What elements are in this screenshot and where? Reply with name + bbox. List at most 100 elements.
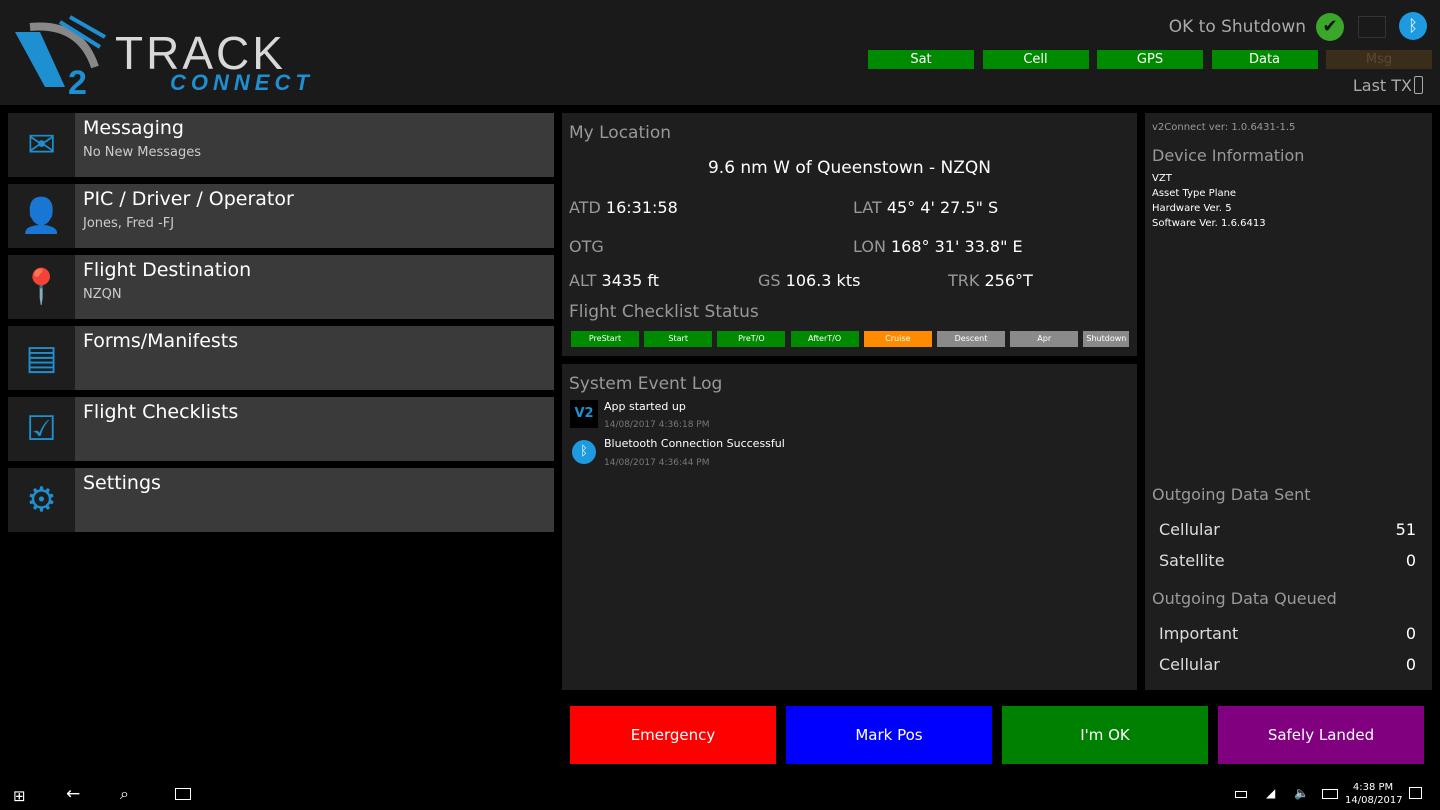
logo-track: TRACK [115, 27, 286, 79]
trk-label: TRK [948, 271, 980, 290]
action-button[interactable]: Mark Pos [786, 706, 992, 764]
checklist-title: Flight Checklist Status [569, 302, 759, 322]
event-time: 14/08/2017 4:36:18 PM [604, 420, 710, 430]
menu-subtitle: NZQN [83, 287, 122, 302]
device-line: Software Ver. 1.6.6413 [1152, 218, 1266, 229]
clock-time: 4:38 PM [1352, 782, 1394, 793]
status-cell: Cell [982, 50, 1089, 69]
checklist-icon: ☑ [8, 397, 75, 461]
forms-icon: ▤ [8, 326, 75, 390]
menu-item[interactable]: ▤ Forms/Manifests [8, 326, 554, 390]
menu-item[interactable]: ⚙ Settings [8, 468, 554, 532]
wifi-icon[interactable]: ◢ [1266, 786, 1276, 800]
action-button[interactable]: I'm OK [1002, 706, 1208, 764]
lat-value: 45° 4' 27.5" S [886, 198, 999, 217]
action-button[interactable]: Safely Landed [1218, 706, 1424, 764]
checklist-stage[interactable]: Start [644, 331, 713, 347]
search-icon[interactable]: ⌕ [120, 784, 129, 803]
gs-value: 106.3 kts [785, 271, 861, 290]
svg-text:2: 2 [68, 64, 87, 97]
person-icon: 👤 [8, 184, 75, 248]
sent-value: 51 [1395, 520, 1416, 539]
bluetooth-icon: ᛒ [1399, 12, 1427, 40]
sent-label: Cellular [1159, 520, 1220, 539]
status-sat: Sat [868, 50, 974, 69]
keyboard-icon[interactable] [1322, 789, 1338, 799]
clock[interactable]: 4:38 PM 14/08/2017 [1345, 781, 1403, 807]
sent-value: 0 [1405, 551, 1416, 570]
checklist-stage[interactable]: PreT/O [717, 331, 786, 347]
menu-title: Forms/Manifests [83, 330, 239, 352]
menu-title: Settings [83, 472, 161, 494]
device-line: VZT [1152, 173, 1172, 184]
queued-label: Important [1159, 624, 1239, 643]
event-time: 14/08/2017 4:36:44 PM [604, 458, 710, 468]
device-info-title: Device Information [1152, 146, 1305, 165]
atd-value: 16:31:58 [605, 198, 678, 217]
menu-title: PIC / Driver / Operator [83, 188, 294, 210]
bluetooth-icon: ᛒ [572, 440, 596, 464]
location-panel: My Location 9.6 nm W of Queenstown - NZQ… [562, 113, 1137, 356]
menu-subtitle: Jones, Fred -FJ [83, 216, 175, 231]
menu-title: Messaging [83, 117, 184, 139]
menu-item[interactable]: 👤 PIC / Driver / Operator Jones, Fred -FJ [8, 184, 554, 248]
envelope-icon: ✉ [8, 113, 75, 177]
app-logo-icon: V2 [570, 400, 598, 428]
device-line: Hardware Ver. 5 [1152, 203, 1232, 214]
menu-title: Flight Destination [83, 259, 252, 281]
task-view-icon[interactable] [175, 788, 191, 800]
alt-label: ALT [569, 271, 597, 290]
menu-item[interactable]: ☑ Flight Checklists [8, 397, 554, 461]
queued-label: Cellular [1159, 655, 1220, 674]
event-log-title: System Event Log [569, 374, 723, 394]
message-icon [1358, 16, 1386, 38]
lon-value: 168° 31' 33.8" E [891, 237, 1023, 256]
logo-connect: CONNECT [170, 70, 314, 95]
lon-label: LON [853, 237, 886, 256]
action-button[interactable]: Emergency [570, 706, 776, 764]
menu-subtitle: No New Messages [83, 145, 202, 160]
phone-icon [1414, 76, 1423, 94]
battery-icon[interactable] [1235, 791, 1247, 798]
windows-start-icon[interactable]: ⊞ [13, 787, 26, 805]
menu-item[interactable]: 📍 Flight Destination NZQN [8, 255, 554, 319]
checklist-stage[interactable]: PreStart [571, 331, 639, 347]
app-header: 2 TRACK CONNECT OK to Shutdown ✔ ᛒ Sat Ce… [0, 0, 1440, 105]
map-pin-icon: 📍 [8, 255, 75, 319]
trk-value: 256°T [984, 271, 1033, 290]
checklist-stage[interactable]: Shutdown [1083, 331, 1130, 347]
device-panel: v2Connect ver: 1.0.6431-1.5 Device Infor… [1145, 113, 1432, 690]
back-icon[interactable]: ← [66, 784, 81, 804]
status-gps: GPS [1097, 50, 1203, 69]
otg-label: OTG [569, 237, 604, 256]
device-line: Asset Type Plane [1152, 188, 1237, 199]
checklist-stage[interactable]: Apr [1010, 331, 1079, 347]
queued-title: Outgoing Data Queued [1152, 589, 1337, 608]
volume-icon[interactable]: 🔈 [1294, 786, 1309, 800]
queued-value: 0 [1405, 624, 1416, 643]
action-center-icon[interactable] [1409, 787, 1422, 799]
location-title: My Location [569, 123, 672, 143]
checklist-stage[interactable]: Cruise [863, 331, 932, 347]
queued-value: 0 [1405, 655, 1416, 674]
check-icon: ✔ [1316, 13, 1344, 41]
checklist-stage[interactable]: Descent [937, 331, 1005, 347]
alt-value: 3435 ft [601, 271, 659, 290]
event-text: Bluetooth Connection Successful [604, 437, 785, 450]
status-data: Data [1211, 50, 1318, 69]
sent-label: Satellite [1159, 551, 1225, 570]
shutdown-status: OK to Shutdown [1168, 17, 1306, 37]
v2-logo-icon: 2 [15, 15, 106, 97]
sent-title: Outgoing Data Sent [1152, 485, 1311, 504]
menu-title: Flight Checklists [83, 401, 239, 423]
gs-label: GS [758, 271, 781, 290]
checklist-stage[interactable]: AfterT/O [790, 331, 859, 347]
event-text: App started up [604, 400, 686, 413]
location-place: 9.6 nm W of Queenstown - NZQN [707, 158, 992, 178]
app-version: v2Connect ver: 1.0.6431-1.5 [1152, 122, 1296, 133]
menu-item[interactable]: ✉ Messaging No New Messages [8, 113, 554, 177]
gear-icon: ⚙ [8, 468, 75, 532]
status-msg: Msg [1326, 50, 1432, 69]
event-log-panel: System Event Log V2 App started up 14/08… [562, 364, 1137, 690]
last-tx: Last TX [1352, 76, 1412, 95]
